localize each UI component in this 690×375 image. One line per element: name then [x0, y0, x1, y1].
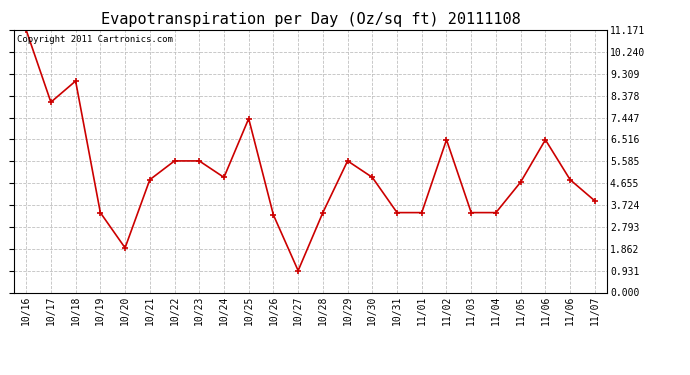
Title: Evapotranspiration per Day (Oz/sq ft) 20111108: Evapotranspiration per Day (Oz/sq ft) 20…: [101, 12, 520, 27]
Text: Copyright 2011 Cartronics.com: Copyright 2011 Cartronics.com: [17, 35, 172, 44]
